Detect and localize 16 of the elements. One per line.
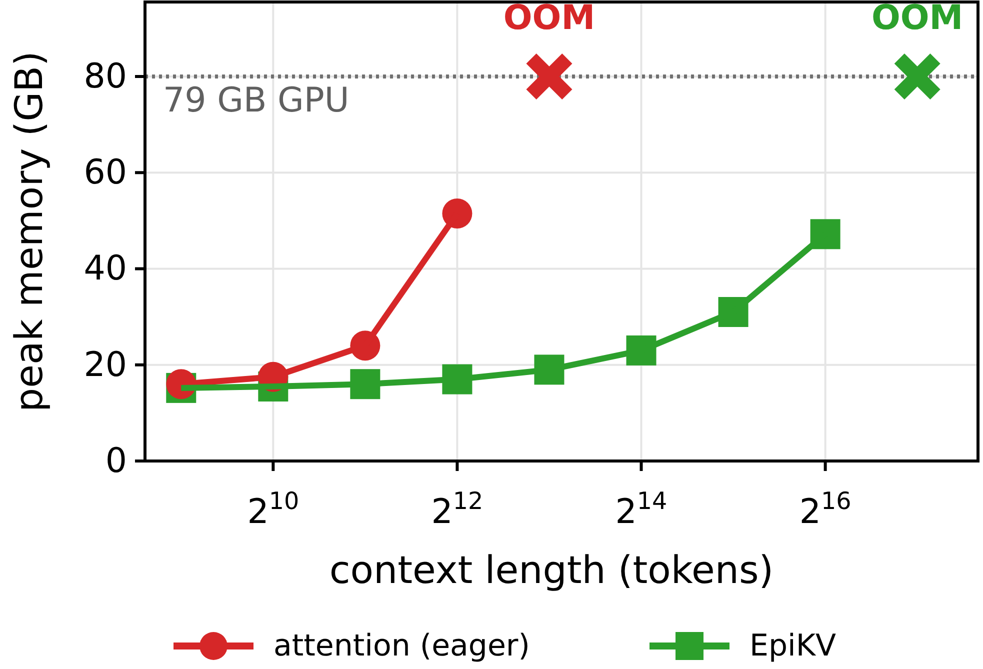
annotation: OOM (872, 0, 964, 38)
annotation: OOM (503, 0, 596, 38)
y-axis-title: peak memory (GB) (7, 51, 51, 412)
y-tick-label: 80 (84, 56, 127, 96)
x-tick-label: 2$^{16}$ (799, 487, 852, 532)
y-tick-label: 20 (84, 344, 127, 385)
x-tick-label: 2$^{10}$ (247, 487, 300, 532)
x-tick-label: 2$^{12}$ (431, 487, 484, 532)
y-tick-label: 0 (105, 441, 127, 481)
x-tick-label: 2$^{14}$ (615, 487, 668, 532)
legend-label: EpiKV (750, 628, 837, 664)
ref-line-label: 79 GB GPU (163, 80, 350, 120)
legend-label: attention (eager) (274, 628, 530, 664)
x-axis-title: context length (tokens) (329, 548, 774, 592)
y-tick-label: 60 (84, 152, 127, 193)
y-tick-label: 40 (84, 248, 127, 289)
